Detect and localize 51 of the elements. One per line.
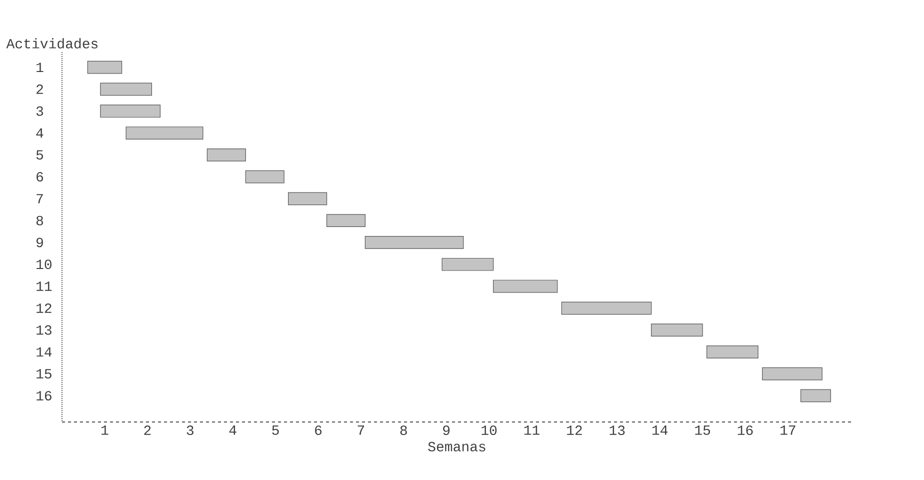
x-tick-label: 14 bbox=[652, 426, 668, 435]
bar bbox=[100, 82, 152, 96]
y-tick-label: 2 bbox=[36, 84, 43, 94]
bar bbox=[800, 389, 831, 402]
bar bbox=[651, 324, 703, 336]
x-tick-label: 11 bbox=[524, 426, 540, 435]
x-tick-label: 15 bbox=[695, 426, 710, 435]
x-tick-label: 5 bbox=[272, 426, 279, 435]
bar bbox=[706, 346, 758, 358]
y-tick-label: 11 bbox=[36, 282, 52, 291]
x-tick-label: 13 bbox=[610, 426, 625, 436]
y-tick-label: 14 bbox=[36, 347, 52, 357]
x-tick-label: 16 bbox=[738, 426, 753, 436]
bar bbox=[288, 192, 328, 206]
x-tick-label: 1 bbox=[102, 426, 108, 435]
x-tick-label: 17 bbox=[780, 426, 796, 435]
y-axis-title: Actividades bbox=[6, 38, 98, 48]
x-tick-label: 12 bbox=[567, 426, 582, 435]
x-tick-label: 8 bbox=[400, 426, 407, 436]
bar bbox=[493, 280, 558, 293]
x-tick-label: 7 bbox=[358, 426, 364, 435]
y-tick-label: 5 bbox=[36, 150, 44, 160]
y-tick-label: 6 bbox=[36, 172, 44, 182]
y-tick-label: 7 bbox=[36, 194, 43, 204]
y-tick-label: 4 bbox=[36, 128, 44, 138]
x-tick-label: 3 bbox=[186, 426, 194, 436]
bar bbox=[326, 214, 366, 228]
y-tick-label: 15 bbox=[36, 369, 52, 379]
x-tick-label: 6 bbox=[315, 426, 322, 436]
y-tick-label: 9 bbox=[36, 238, 43, 248]
x-tick-label: 4 bbox=[229, 426, 236, 435]
bar bbox=[442, 258, 494, 271]
bar bbox=[100, 104, 161, 118]
bar bbox=[245, 170, 284, 184]
bar bbox=[87, 60, 122, 74]
x-tick-label: 9 bbox=[443, 426, 450, 436]
bar bbox=[206, 148, 246, 162]
y-tick-label: 13 bbox=[36, 325, 52, 335]
y-tick-label: 3 bbox=[36, 106, 44, 116]
y-tick-label: 16 bbox=[36, 390, 52, 400]
bar bbox=[126, 126, 204, 140]
y-tick-label: 1 bbox=[36, 62, 44, 72]
y-tick-label: 10 bbox=[36, 260, 52, 270]
x-tick-label: 2 bbox=[144, 426, 151, 435]
x-axis-title: Semanas bbox=[428, 442, 486, 452]
y-tick-label: 8 bbox=[36, 216, 44, 226]
bar bbox=[762, 367, 822, 380]
bar bbox=[364, 236, 464, 249]
bar bbox=[561, 302, 652, 315]
x-tick-label: 10 bbox=[482, 426, 497, 436]
y-tick-label: 12 bbox=[36, 303, 52, 313]
